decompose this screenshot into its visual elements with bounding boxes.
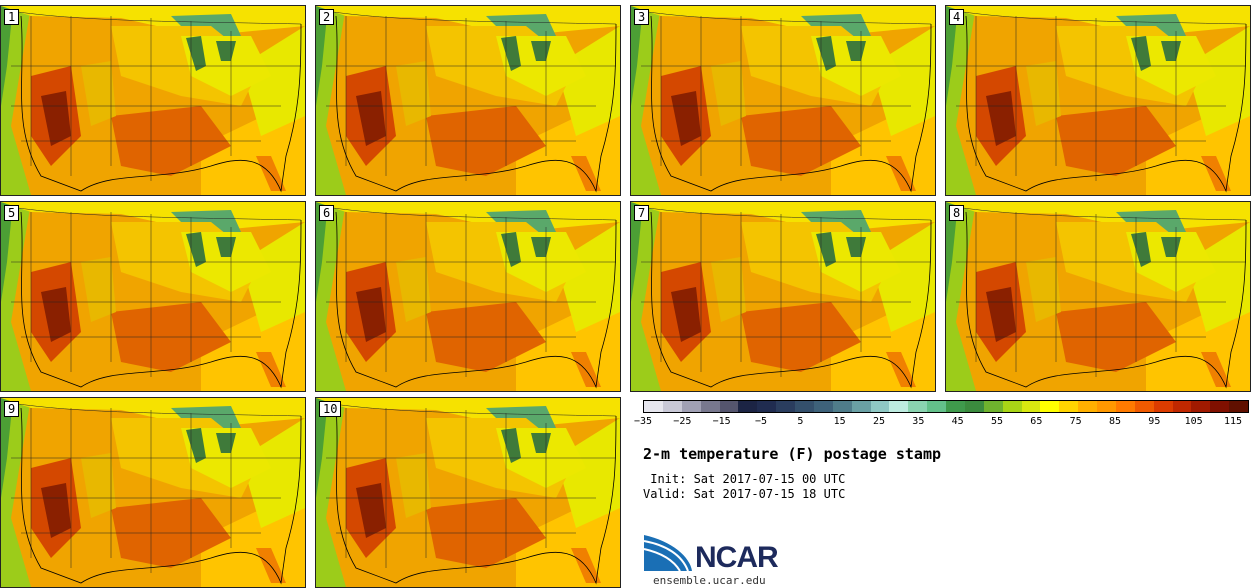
colorbar-segment [908,401,928,412]
colorbar-segment [738,401,758,412]
colorbar-tick-label: −25 [673,416,692,427]
colorbar-segment [927,401,946,412]
temperature-map [631,202,935,391]
ensemble-member-panel: 3 [630,5,936,196]
colorbar-segment [644,401,663,412]
ncar-logo-icon [643,535,692,572]
colorbar-tick-label: 35 [912,416,925,427]
colorbar-segment [795,401,814,412]
temperature-map [1,398,305,587]
colorbar-tick-label: −35 [633,416,653,427]
colorbar-tick-label: −15 [712,416,731,427]
colorbar-segment [1210,401,1230,412]
colorbar-segment [1153,401,1173,412]
ensemble-member-panel: 6 [315,201,621,392]
colorbar-segment [1078,401,1097,412]
colorbar-segment [851,401,871,412]
temperature-map [1,202,305,391]
colorbar-segment [983,401,1003,412]
colorbar-segment [1021,401,1041,412]
temperature-map [316,398,620,587]
colorbar-segment [832,401,852,412]
colorbar-tick-label: 5 [797,416,804,427]
temperature-map [631,6,935,195]
member-number-label: 5 [4,205,20,221]
colorbar-segment [662,401,682,412]
ensemble-member-panel: 4 [945,5,1251,196]
colorbar-tick-label: 25 [872,416,886,427]
member-number-label: 8 [949,205,965,221]
temperature-colorbar [643,400,1249,413]
valid-time: Valid: Sat 2017-07-15 18 UTC [643,487,846,501]
colorbar-tick-label: 65 [1030,416,1043,427]
ncar-logo-text: NCAR [695,541,779,574]
colorbar-segment [681,401,701,412]
temperature-map [946,6,1250,195]
init-valid-times: Init: Sat 2017-07-15 00 UTC Valid: Sat 2… [643,472,845,502]
member-number-label: 1 [4,9,20,25]
member-number-label: 6 [319,205,335,221]
colorbar-segment [1115,401,1135,412]
member-number-label: 10 [319,401,342,417]
colorbar-segment [1134,401,1154,412]
ensemble-member-panel: 9 [0,397,306,588]
colorbar-segment [1172,401,1192,412]
colorbar-segment [946,401,965,412]
colorbar-tick-label: 85 [1108,416,1122,427]
colorbar-segment [870,401,890,412]
temperature-map [1,6,305,195]
colorbar-tick-label: 75 [1069,416,1082,427]
colorbar-segment [889,401,909,412]
colorbar-tick-label: 95 [1148,416,1161,427]
colorbar-tick-labels: −35 −25 −15 −5 5 15 25 35 45 55 65 75 85 95 105 115 [630,416,1260,430]
member-number-label: 4 [949,9,965,25]
ensemble-member-panel: 8 [945,201,1251,392]
member-number-label: 2 [319,9,335,25]
ensemble-member-panel: 10 [315,397,621,588]
chart-title: 2-m temperature (F) postage stamp [643,445,942,463]
temperature-map [316,202,620,391]
ensemble-member-panel: 2 [315,5,621,196]
colorbar-segment [776,401,795,412]
ensemble-member-panel: 7 [630,201,936,392]
colorbar-segment [1191,401,1211,412]
member-number-label: 9 [4,401,20,417]
colorbar-segment [757,401,777,412]
colorbar-segment [1229,401,1248,412]
colorbar-tick-label: 105 [1184,416,1203,427]
colorbar-segment [700,401,720,412]
colorbar-tick-label: 115 [1223,416,1243,427]
colorbar-tick-label: 15 [833,416,846,427]
init-time: Init: Sat 2017-07-15 00 UTC [643,472,846,486]
ensemble-member-panel: 5 [0,201,306,392]
member-number-label: 7 [634,205,650,221]
colorbar-segment [813,401,833,412]
member-number-label: 3 [634,9,650,25]
colorbar-segment [719,401,739,412]
colorbar-segment [1040,401,1060,412]
colorbar-tick-label: 55 [990,416,1004,427]
colorbar-tick-label: 45 [951,416,964,427]
ensemble-member-panel: 1 [0,5,306,196]
colorbar-segment [1059,401,1079,412]
colorbar-segment [1002,401,1022,412]
colorbar-segment [964,401,984,412]
colorbar-segment [1097,401,1116,412]
colorbar-tick-label: −5 [754,416,768,427]
temperature-map [946,202,1250,391]
temperature-map [316,6,620,195]
site-url: ensemble.ucar.edu [653,574,766,587]
